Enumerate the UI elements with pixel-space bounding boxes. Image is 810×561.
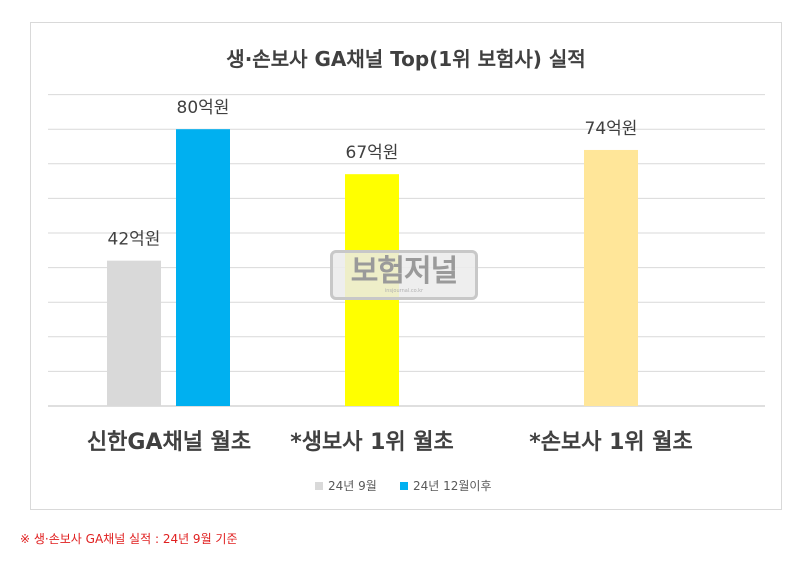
category-labels: 신한GA채널 월초 *생보사 1위 월초 *손보사 1위 월초 [87, 430, 693, 455]
bar-cat2 [584, 149, 638, 406]
footnote: ※ 생·손보사 GA채널 실적 : 24년 9월 기준 [20, 532, 238, 546]
legend: 24년 9월 24년 12월이후 [315, 479, 492, 493]
bar-cat1-label: 67억원 [346, 143, 399, 163]
bar-series1-cat0-label: 80억원 [177, 98, 230, 118]
data-labels: 42억원 80억원 67억원 74억원 [108, 98, 638, 249]
watermark-text: 보험저널 [350, 254, 458, 289]
chart-title: 생·손보사 GA채널 Top(1위 보험사) 실적 [226, 47, 585, 71]
category-label-1: *생보사 1위 월초 [290, 430, 454, 455]
category-label-0: 신한GA채널 월초 [87, 430, 251, 455]
bar-cat2-label: 74억원 [585, 119, 638, 139]
watermark-url: insjournal.co.kr [384, 288, 424, 294]
watermark-logo: 보험저널 insjournal.co.kr [330, 250, 478, 300]
bar-series0-cat0-label: 42억원 [108, 230, 161, 250]
category-label-2: *손보사 1위 월초 [529, 430, 693, 455]
bar-series0-cat0 [107, 260, 161, 406]
legend-label-1: 24년 12월이후 [413, 479, 492, 493]
bars [107, 129, 638, 406]
legend-label-0: 24년 9월 [328, 479, 377, 493]
gridlines [48, 94, 765, 407]
legend-swatch-0 [315, 482, 323, 490]
legend-swatch-1 [400, 482, 408, 490]
bar-series1-cat0 [176, 129, 230, 406]
